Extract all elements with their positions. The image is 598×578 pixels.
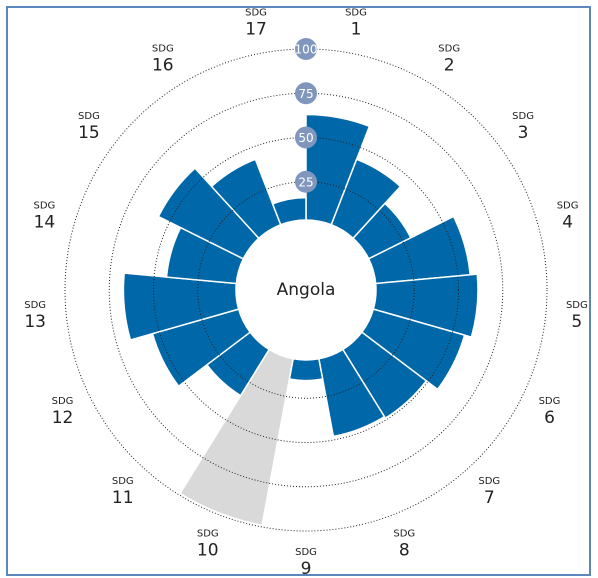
category-prefix: SDG xyxy=(512,111,534,122)
category-label: 14 xyxy=(34,213,56,233)
center-hole xyxy=(236,220,376,360)
category-label: 16 xyxy=(152,56,174,76)
category-label: 3 xyxy=(518,123,529,143)
bar xyxy=(288,357,324,382)
category-label: 6 xyxy=(544,408,555,428)
category-label: 12 xyxy=(52,408,74,428)
grid-circle xyxy=(64,48,548,532)
category-prefix: SDG xyxy=(197,529,219,540)
category-label: 13 xyxy=(24,312,46,332)
category-label: 17 xyxy=(245,20,267,40)
category-label: 7 xyxy=(484,488,495,508)
tick-label: 25 xyxy=(298,175,313,189)
grid-circle xyxy=(153,137,459,443)
category-prefix: SDG xyxy=(78,111,100,122)
frame xyxy=(6,6,591,576)
center-label: Angola xyxy=(277,280,336,300)
category-prefix: SDG xyxy=(438,44,460,55)
category-label: 11 xyxy=(112,488,134,508)
category-prefix: SDG xyxy=(24,300,46,311)
category-prefix: SDG xyxy=(152,44,174,55)
category-prefix: SDG xyxy=(295,547,317,558)
category-prefix: SDG xyxy=(33,201,55,212)
tick-label: 75 xyxy=(298,87,313,101)
category-label: 10 xyxy=(197,541,219,561)
category-label: 8 xyxy=(399,541,410,561)
tick-label: 100 xyxy=(295,43,318,57)
category-prefix: SDG xyxy=(393,529,415,540)
category-label: 15 xyxy=(78,123,100,143)
category-prefix: SDG xyxy=(112,476,134,487)
category-prefix: SDG xyxy=(478,476,500,487)
category-label: 4 xyxy=(562,213,573,233)
category-label: 2 xyxy=(444,56,455,76)
category-label: 1 xyxy=(351,20,362,40)
grid-circle xyxy=(108,92,504,488)
tick-badge xyxy=(295,126,317,149)
tick-badge xyxy=(295,82,317,105)
tick-label: 50 xyxy=(298,131,313,145)
category-prefix: SDG xyxy=(557,201,579,212)
category-label: 5 xyxy=(571,312,582,332)
category-prefix: SDG xyxy=(566,300,588,311)
category-prefix: SDG xyxy=(345,8,367,19)
category-prefix: SDG xyxy=(539,396,561,407)
category-prefix: SDG xyxy=(245,8,267,19)
tick-badge xyxy=(295,38,317,60)
grid-circle xyxy=(197,181,415,399)
category-prefix: SDG xyxy=(52,396,74,407)
tick-badge xyxy=(295,170,317,193)
category-label: 9 xyxy=(301,559,312,578)
